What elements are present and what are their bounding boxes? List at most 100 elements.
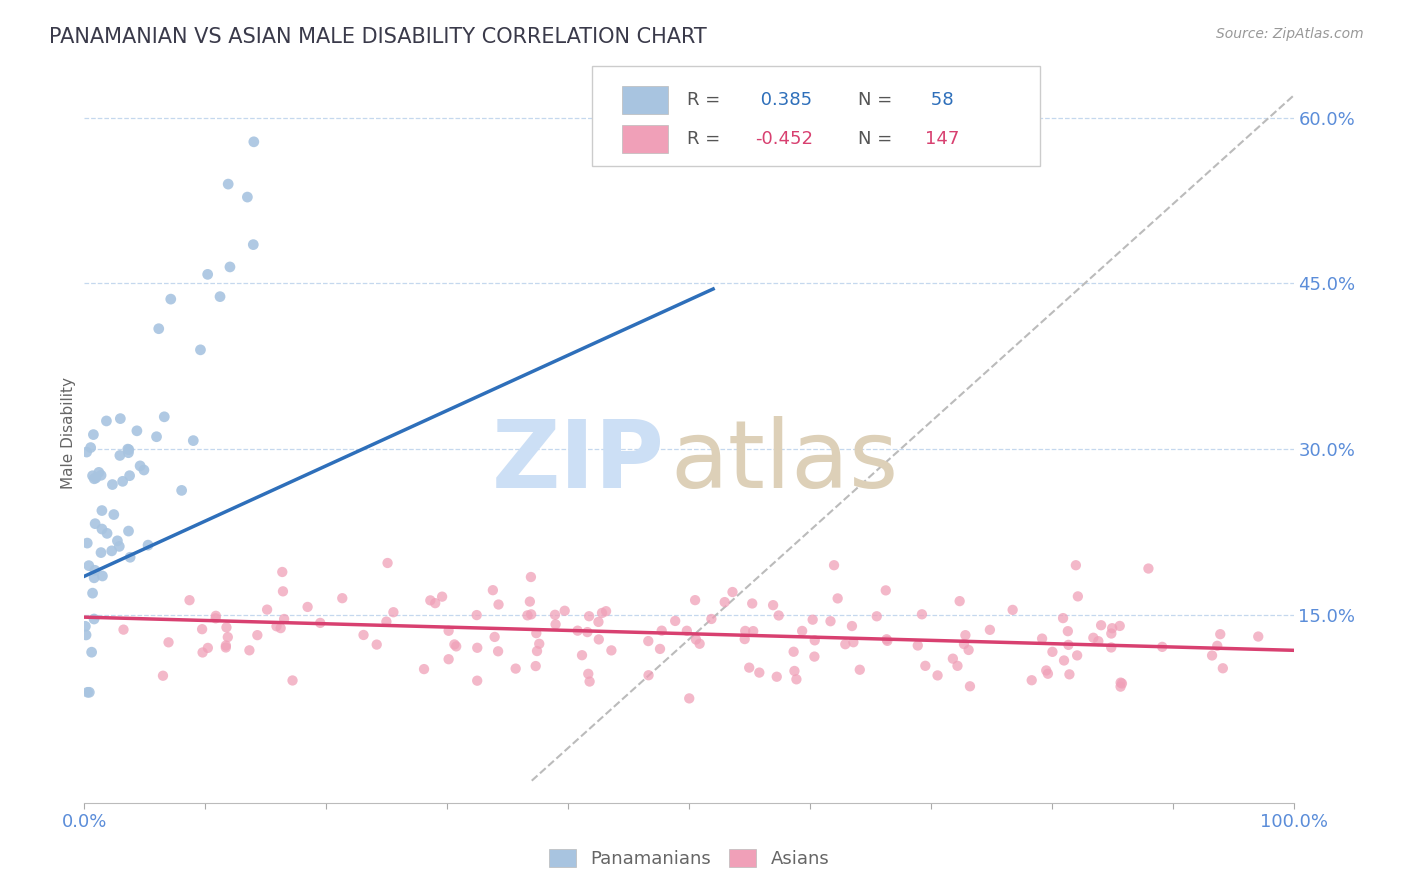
Point [90, 468, 112, 483]
Point [748, 665, 770, 680]
Point [866, 609, 889, 624]
Point [488, 598, 510, 612]
Point [83, 612, 105, 626]
Point [648, 641, 671, 656]
Point [217, 630, 239, 644]
Point [823, 558, 845, 573]
Point [271, 565, 294, 579]
Point [197, 268, 219, 282]
Point [266, 619, 288, 633]
Point [1064, 558, 1087, 573]
Point [801, 613, 824, 627]
Point [96, 414, 118, 428]
Point [524, 659, 547, 673]
Point [600, 643, 623, 657]
FancyBboxPatch shape [592, 66, 1039, 166]
Point [1099, 626, 1122, 640]
Point [957, 643, 980, 657]
Point [803, 649, 825, 664]
Point [841, 619, 863, 633]
Point [721, 585, 744, 599]
Point [689, 637, 711, 651]
Point [465, 608, 488, 623]
Point [205, 608, 228, 623]
Point [1247, 630, 1270, 644]
Point [117, 524, 139, 538]
Point [79, 441, 101, 455]
Point [215, 620, 238, 634]
Point [876, 632, 898, 647]
Point [80, 645, 103, 659]
Point [1099, 640, 1122, 655]
Point [946, 658, 969, 673]
Point [419, 593, 441, 607]
Point [768, 608, 790, 623]
FancyBboxPatch shape [623, 86, 668, 114]
Point [1152, 640, 1174, 654]
Point [955, 628, 977, 642]
Point [762, 598, 785, 612]
Point [120, 550, 142, 565]
Point [664, 614, 686, 628]
Point [111, 475, 134, 489]
Point [484, 630, 506, 644]
Point [700, 612, 723, 626]
Point [179, 593, 201, 607]
Point [1067, 590, 1090, 604]
Point [827, 591, 849, 606]
Point [132, 463, 155, 477]
Point [465, 640, 488, 655]
Point [159, 292, 181, 306]
Point [959, 679, 981, 693]
Point [191, 622, 214, 636]
Point [524, 626, 547, 640]
Point [153, 409, 176, 424]
Point [125, 424, 148, 438]
Point [1087, 634, 1109, 648]
Point [437, 624, 460, 638]
Point [215, 639, 238, 653]
Point [486, 644, 509, 658]
Point [152, 669, 174, 683]
Point [1031, 632, 1053, 646]
Point [157, 635, 180, 649]
Point [90, 503, 112, 517]
Point [77, 558, 100, 573]
Point [136, 538, 159, 552]
Point [215, 640, 238, 655]
Point [84, 471, 107, 485]
Point [79, 685, 101, 699]
Point [82, 468, 104, 483]
Point [75, 628, 97, 642]
Point [377, 556, 399, 570]
Text: R =: R = [686, 91, 725, 109]
Point [75, 619, 97, 633]
Point [820, 614, 842, 628]
Point [271, 584, 294, 599]
Point [588, 615, 610, 629]
Point [1035, 664, 1057, 678]
Point [1137, 561, 1160, 575]
FancyBboxPatch shape [623, 125, 668, 153]
Point [1212, 661, 1234, 675]
Text: R =: R = [686, 130, 725, 148]
Point [90, 546, 112, 560]
Point [834, 637, 856, 651]
Point [1053, 653, 1076, 667]
Point [217, 177, 239, 191]
Point [1209, 627, 1232, 641]
Point [82, 427, 104, 442]
Point [482, 583, 505, 598]
Point [413, 662, 436, 676]
Point [444, 640, 467, 654]
Point [544, 617, 567, 632]
Text: ZIP: ZIP [492, 417, 665, 508]
Point [243, 135, 266, 149]
Point [676, 624, 699, 638]
Point [191, 645, 214, 659]
Point [1206, 639, 1229, 653]
Point [591, 606, 613, 620]
Point [1101, 621, 1123, 635]
Point [270, 621, 292, 635]
Point [738, 660, 761, 674]
